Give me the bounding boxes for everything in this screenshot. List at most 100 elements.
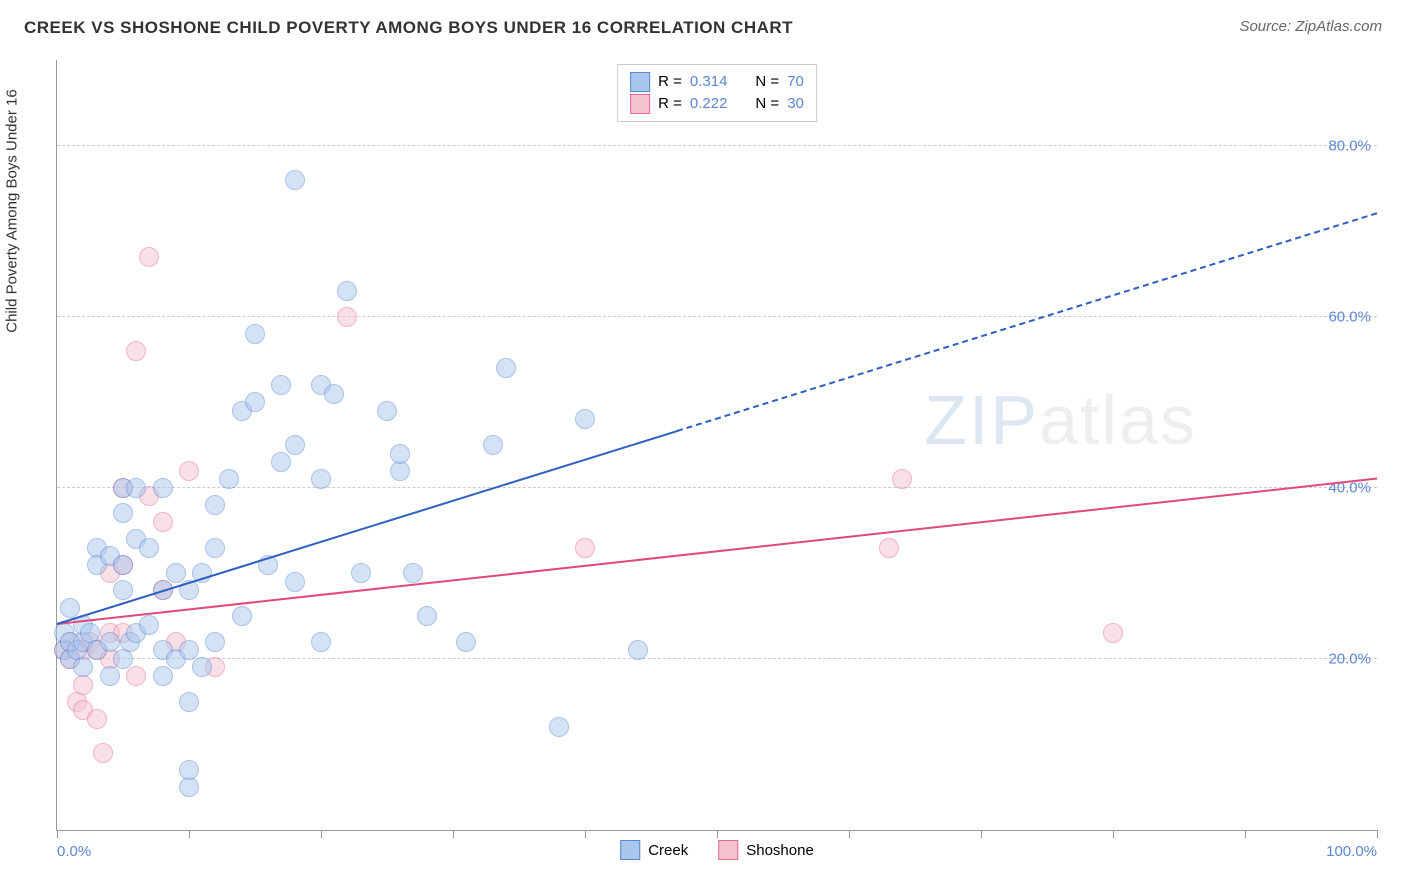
creek-point (205, 495, 225, 515)
creek-point (179, 777, 199, 797)
creek-point (311, 469, 331, 489)
gridline (57, 658, 1377, 659)
shoshone-point (87, 709, 107, 729)
creek-swatch-icon (620, 840, 640, 860)
y-tick-label: 60.0% (1328, 308, 1371, 325)
legend-series: Creek Shoshone (620, 840, 814, 860)
creek-point (126, 478, 146, 498)
gridline (57, 316, 1377, 317)
shoshone-point (126, 666, 146, 686)
shoshone-point (337, 307, 357, 327)
x-tick (1377, 830, 1378, 838)
creek-point (179, 640, 199, 660)
shoshone-point (73, 675, 93, 695)
y-tick-label: 80.0% (1328, 137, 1371, 154)
shoshone-r-value: 0.222 (690, 93, 728, 115)
watermark-part1: ZIP (924, 381, 1039, 459)
y-axis-label: Child Poverty Among Boys Under 16 (4, 89, 21, 332)
gridline (57, 145, 1377, 146)
creek-point (139, 538, 159, 558)
creek-point (496, 358, 516, 378)
creek-point (100, 666, 120, 686)
creek-point (166, 563, 186, 583)
creek-point (403, 563, 423, 583)
creek-trend-solid (57, 430, 678, 625)
creek-point (113, 580, 133, 600)
creek-point (245, 324, 265, 344)
source-attribution: Source: ZipAtlas.com (1239, 18, 1382, 35)
creek-point (628, 640, 648, 660)
creek-point (483, 435, 503, 455)
creek-point (153, 666, 173, 686)
creek-point (549, 717, 569, 737)
creek-point (311, 632, 331, 652)
creek-point (324, 384, 344, 404)
creek-point (113, 555, 133, 575)
shoshone-point (139, 247, 159, 267)
shoshone-trend (57, 477, 1377, 624)
n-label: N = (755, 71, 779, 93)
r-label: R = (658, 71, 682, 93)
creek-point (285, 435, 305, 455)
shoshone-point (126, 341, 146, 361)
x-tick (981, 830, 982, 838)
creek-point (219, 469, 239, 489)
shoshone-point (892, 469, 912, 489)
shoshone-point (1103, 623, 1123, 643)
creek-point (285, 170, 305, 190)
creek-point (337, 281, 357, 301)
creek-point (285, 572, 305, 592)
creek-point (417, 606, 437, 626)
shoshone-point (575, 538, 595, 558)
x-tick (321, 830, 322, 838)
legend-stats-row-creek: R = 0.314 N = 70 (630, 71, 804, 93)
x-tick (717, 830, 718, 838)
shoshone-point (179, 461, 199, 481)
x-max-label: 100.0% (1326, 843, 1377, 860)
creek-point (179, 692, 199, 712)
creek-swatch-icon (630, 72, 650, 92)
creek-point (390, 444, 410, 464)
creek-point (456, 632, 476, 652)
x-tick (1245, 830, 1246, 838)
creek-trend-dashed (677, 212, 1377, 432)
creek-point (113, 503, 133, 523)
creek-point (139, 615, 159, 635)
creek-point (73, 657, 93, 677)
shoshone-point (93, 743, 113, 763)
watermark-part2: atlas (1039, 381, 1197, 459)
legend-stats-row-shoshone: R = 0.222 N = 30 (630, 93, 804, 115)
r-label: R = (658, 93, 682, 115)
shoshone-swatch-icon (718, 840, 738, 860)
creek-point (575, 409, 595, 429)
creek-point (245, 392, 265, 412)
shoshone-n-value: 30 (787, 93, 804, 115)
x-tick (849, 830, 850, 838)
shoshone-label: Shoshone (746, 842, 814, 859)
watermark: ZIPatlas (924, 380, 1197, 460)
y-tick-label: 20.0% (1328, 650, 1371, 667)
scatter-plot-area: ZIPatlas R = 0.314 N = 70 R = 0.222 N = … (56, 60, 1377, 831)
creek-point (113, 649, 133, 669)
creek-point (60, 598, 80, 618)
creek-point (153, 478, 173, 498)
creek-point (232, 606, 252, 626)
legend-item-creek: Creek (620, 840, 688, 860)
creek-n-value: 70 (787, 71, 804, 93)
creek-point (377, 401, 397, 421)
chart-title: CREEK VS SHOSHONE CHILD POVERTY AMONG BO… (24, 18, 793, 38)
gridline (57, 487, 1377, 488)
creek-point (205, 632, 225, 652)
creek-point (390, 461, 410, 481)
x-tick (189, 830, 190, 838)
shoshone-swatch-icon (630, 94, 650, 114)
x-tick (57, 830, 58, 838)
creek-point (179, 760, 199, 780)
x-tick (585, 830, 586, 838)
shoshone-point (879, 538, 899, 558)
legend-stats: R = 0.314 N = 70 R = 0.222 N = 30 (617, 64, 817, 122)
legend-item-shoshone: Shoshone (718, 840, 814, 860)
creek-point (271, 452, 291, 472)
shoshone-point (153, 512, 173, 532)
x-tick (1113, 830, 1114, 838)
